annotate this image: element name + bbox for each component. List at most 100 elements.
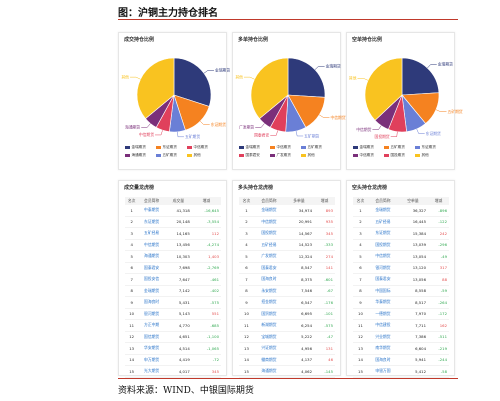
table-row: 14 申万期货 4,419 -72 — [125, 354, 221, 366]
slice-label: 广发期货 — [239, 125, 254, 130]
table-panel-volume: 成交量龙虎榜 名次 会员简称 成交量 增减 1 中泰期货 41,318 -16,645 2 东证期… — [118, 180, 227, 378]
table-row: 5 海通期货 10,303 1,403 — [125, 250, 221, 263]
member-cell: 国投期货 — [367, 239, 398, 251]
table-row: 9 招金期货 6,547 -176 — [239, 296, 335, 309]
rank-cell: 7 — [353, 273, 368, 286]
rank-cell: 13 — [239, 342, 254, 355]
table-row: 4 中信期货 13,456 -4,274 — [125, 239, 221, 251]
volume-cell: 4,419 — [164, 354, 192, 366]
pie-panel-long: 多单持仓比例 金瑞期货 中信期货 五矿期货 国泰君安 广发期货 其他 金瑞期货 中信期货 五矿… — [232, 32, 346, 170]
member-cell: 五矿经易 — [138, 227, 165, 240]
legend-item: 五矿期货 — [301, 145, 332, 152]
table-row: 11 中信建投 7,711 162 — [353, 319, 449, 332]
pie-slice — [173, 57, 212, 107]
table-row: 15 光大期货 4,017 345 — [125, 365, 221, 378]
change-cell: -685 — [191, 319, 221, 332]
slice-leader-line — [357, 78, 369, 81]
legend-label: 其他 — [193, 153, 201, 157]
volume-cell: 7,970 — [397, 308, 429, 320]
member-cell: 东证期货 — [367, 227, 398, 240]
volume-cell: 4,017 — [164, 365, 192, 378]
rank-cell: 8 — [353, 285, 368, 297]
volume-cell: 5,431 — [164, 296, 192, 309]
volume-cell: 13,039 — [397, 239, 429, 251]
legend-swatch — [187, 153, 192, 157]
legend-item: 五矿期货 — [156, 153, 187, 160]
volume-cell: 5,412 — [397, 365, 429, 378]
volume-cell: 4,137 — [283, 354, 315, 366]
table-row: 8 永安期货 7,546 -67 — [239, 285, 335, 297]
rank-cell: 3 — [125, 227, 139, 240]
change-cell: -1,100 — [191, 331, 221, 343]
member-cell: 中信建投 — [367, 319, 398, 332]
legend-swatch — [384, 145, 389, 149]
volume-cell: 20,148 — [164, 216, 192, 228]
slice-label: 中信期货 — [139, 132, 154, 137]
ranking-table-volume: 名次 会员简称 成交量 增减 1 中泰期货 41,318 -16,645 2 东证期货 20,148… — [125, 197, 221, 378]
change-cell: 317 — [428, 262, 449, 274]
legend: 金瑞期货 中信期货 五矿期货国泰君安 广发期货 其他 — [239, 145, 339, 161]
table-row: 10 一德期货 7,970 -172 — [353, 308, 449, 320]
volume-cell: 13,456 — [164, 239, 192, 251]
column-header: 增减 — [428, 197, 449, 205]
change-cell: -49 — [428, 250, 449, 263]
member-cell: 申银万国 — [367, 365, 398, 378]
panel-title: 空单持仓比例 — [352, 37, 383, 43]
legend-swatch — [239, 145, 244, 149]
member-cell: 国海良时 — [367, 354, 398, 366]
rank-cell: 9 — [353, 296, 368, 309]
change-cell: -145 — [314, 365, 335, 378]
rank-cell: 5 — [125, 250, 139, 263]
member-cell: 海通期货 — [138, 250, 165, 263]
rank-cell: 15 — [353, 365, 368, 378]
table-row: 7 国海良时 8,375 -601 — [239, 273, 335, 286]
legend-swatch — [384, 153, 389, 157]
legend-label: 金瑞期货 — [359, 145, 374, 149]
member-cell: 中信期货 — [367, 250, 398, 263]
change-cell: -575 — [314, 319, 335, 332]
volume-cell: 8,558 — [397, 285, 429, 297]
rank-cell: 8 — [239, 285, 254, 297]
legend-label: 金瑞期货 — [245, 145, 260, 149]
legend-swatch — [187, 145, 192, 149]
rank-cell: 2 — [353, 216, 368, 228]
source-note: 资料来源：WIND、中银国际期货 — [118, 386, 254, 396]
column-header: 名次 — [239, 197, 254, 205]
rank-cell: 2 — [125, 216, 139, 228]
member-cell: 兴业期货 — [367, 331, 398, 343]
slice-leader-line — [390, 131, 398, 137]
table-row: 9 国海良时 5,431 -575 — [125, 296, 221, 309]
volume-cell: 4,062 — [283, 365, 315, 378]
legend-swatch — [270, 153, 275, 157]
change-cell: -244 — [428, 354, 449, 366]
volume-cell: 8,547 — [283, 262, 315, 274]
rank-cell: 4 — [125, 239, 139, 251]
slice-label: 五矿期货 — [448, 109, 463, 114]
legend-swatch — [353, 153, 358, 157]
change-cell: 112 — [191, 227, 221, 240]
table-row: 5 中信期货 13,054 -49 — [353, 250, 449, 263]
rank-cell: 2 — [239, 216, 254, 228]
table-row: 4 国投期货 13,039 -296 — [353, 239, 449, 251]
volume-cell: 10,303 — [164, 250, 192, 263]
rank-cell: 15 — [239, 365, 254, 378]
change-cell: 1,403 — [191, 250, 221, 263]
column-header: 名次 — [125, 197, 139, 205]
volume-cell: 7,698 — [164, 262, 192, 274]
table-row: 4 五矿经易 14,523 -333 — [239, 239, 335, 251]
table-row: 11 方正中期 4,770 -685 — [125, 319, 221, 332]
legend-swatch — [156, 153, 161, 157]
slice-leader-line — [416, 128, 425, 134]
table-row: 14 徽商期货 4,137 46 — [239, 354, 335, 366]
legend-label: 中信期货 — [276, 145, 291, 149]
volume-cell: 14,567 — [283, 227, 315, 240]
table-row: 5 广发期货 12,324 274 — [239, 250, 335, 263]
legend-item: 其他 — [301, 153, 332, 160]
legend-label: 中信期货 — [193, 145, 208, 149]
member-cell: 新湖期货 — [253, 319, 284, 332]
legend-label: 中信期货 — [359, 153, 374, 157]
member-cell: 东证期货 — [138, 216, 165, 228]
table-row: 10 银河期货 5,143 551 — [125, 308, 221, 320]
volume-cell: 7,142 — [164, 285, 192, 297]
